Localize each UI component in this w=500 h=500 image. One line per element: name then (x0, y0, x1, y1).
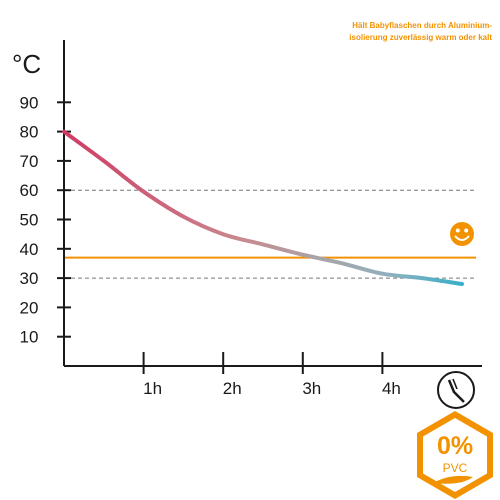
product-note: Hält Babyflaschen durch Aluminium- isoli… (282, 20, 492, 44)
x-tick-label-2h: 2h (223, 379, 242, 398)
y-tick-label-60: 60 (20, 181, 39, 200)
note-line-1: Hält Babyflaschen durch Aluminium- (352, 21, 492, 30)
y-tick-label-10: 10 (20, 328, 39, 347)
y-axis-unit-label: °C (12, 49, 41, 79)
x-tick-label-1h: 1h (143, 379, 162, 398)
y-tick-label-90: 90 (20, 93, 39, 112)
y-tick-label-70: 70 (20, 152, 39, 171)
note-line-2: isolierung zuverlässig warm oder kalt (349, 33, 492, 42)
series-line-0 (62, 129, 464, 286)
clock-icon (437, 371, 475, 409)
x-tick-label-3h: 3h (302, 379, 321, 398)
y-tick-label-40: 40 (20, 240, 39, 259)
y-tick-label-80: 80 (20, 123, 39, 142)
x-axis-ticks: 1h 2h 3h 4h (142, 352, 401, 398)
series-group (62, 129, 464, 286)
axes (63, 40, 482, 367)
hexagon-badge-icon: 0% PVC (417, 411, 493, 499)
y-tick-label-30: 30 (20, 269, 39, 288)
x-tick-label-4h: 4h (382, 379, 401, 398)
y-tick-label-50: 50 (20, 211, 39, 230)
y-tick-label-20: 20 (20, 298, 39, 317)
badge-value: 0% (437, 432, 473, 460)
reference-lines (64, 189, 476, 279)
badge-label: PVC (443, 461, 468, 475)
smiley-icon (450, 222, 474, 246)
y-axis-ticks: 10 20 30 40 50 60 70 80 90 (20, 93, 71, 347)
